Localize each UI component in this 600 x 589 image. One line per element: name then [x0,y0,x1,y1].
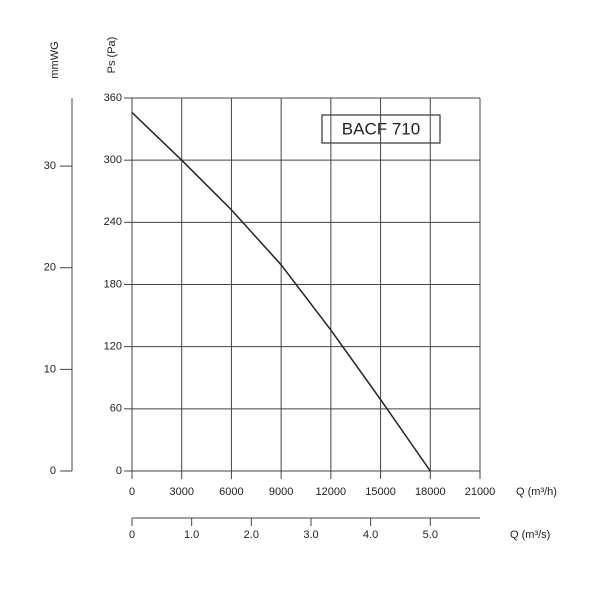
x-tick-label: 15000 [365,486,396,498]
x-tick-label: 9000 [269,486,293,498]
x2-tick-label: 1.0 [184,529,199,541]
x2-tick-label: 3.0 [303,529,318,541]
x-tick-label: 3000 [169,486,193,498]
y-tick-label: 360 [104,92,122,104]
curve [131,111,431,472]
x2-tick-label: 0 [129,529,135,541]
y2-tick-label: 20 [44,262,56,274]
x-tick-label: 6000 [219,486,243,498]
y2-tick-label: 10 [44,363,56,375]
y2-axis-label: mmWG [49,41,61,78]
x-tick-label: 0 [129,486,135,498]
y-tick-label: 0 [116,465,122,477]
x2-axis-label: Q (m³/s) [510,529,550,541]
y-tick-label: 240 [104,216,122,228]
y2-tick-label: 30 [44,160,56,172]
y-tick-label: 120 [104,341,122,353]
x-tick-label: 21000 [465,486,496,498]
y2-tick-label: 0 [50,465,56,477]
y-tick-label: 180 [104,278,122,290]
y-tick-label: 300 [104,154,122,166]
x-tick-label: 12000 [316,486,347,498]
x2-tick-label: 2.0 [244,529,259,541]
x2-tick-label: 5.0 [423,529,438,541]
x-tick-label: 18000 [415,486,446,498]
y-tick-label: 60 [110,403,122,415]
y-axis-label: Ps (Pa) [106,37,118,74]
x2-tick-label: 4.0 [363,529,378,541]
x-axis-label: Q (m³/h) [516,486,557,498]
